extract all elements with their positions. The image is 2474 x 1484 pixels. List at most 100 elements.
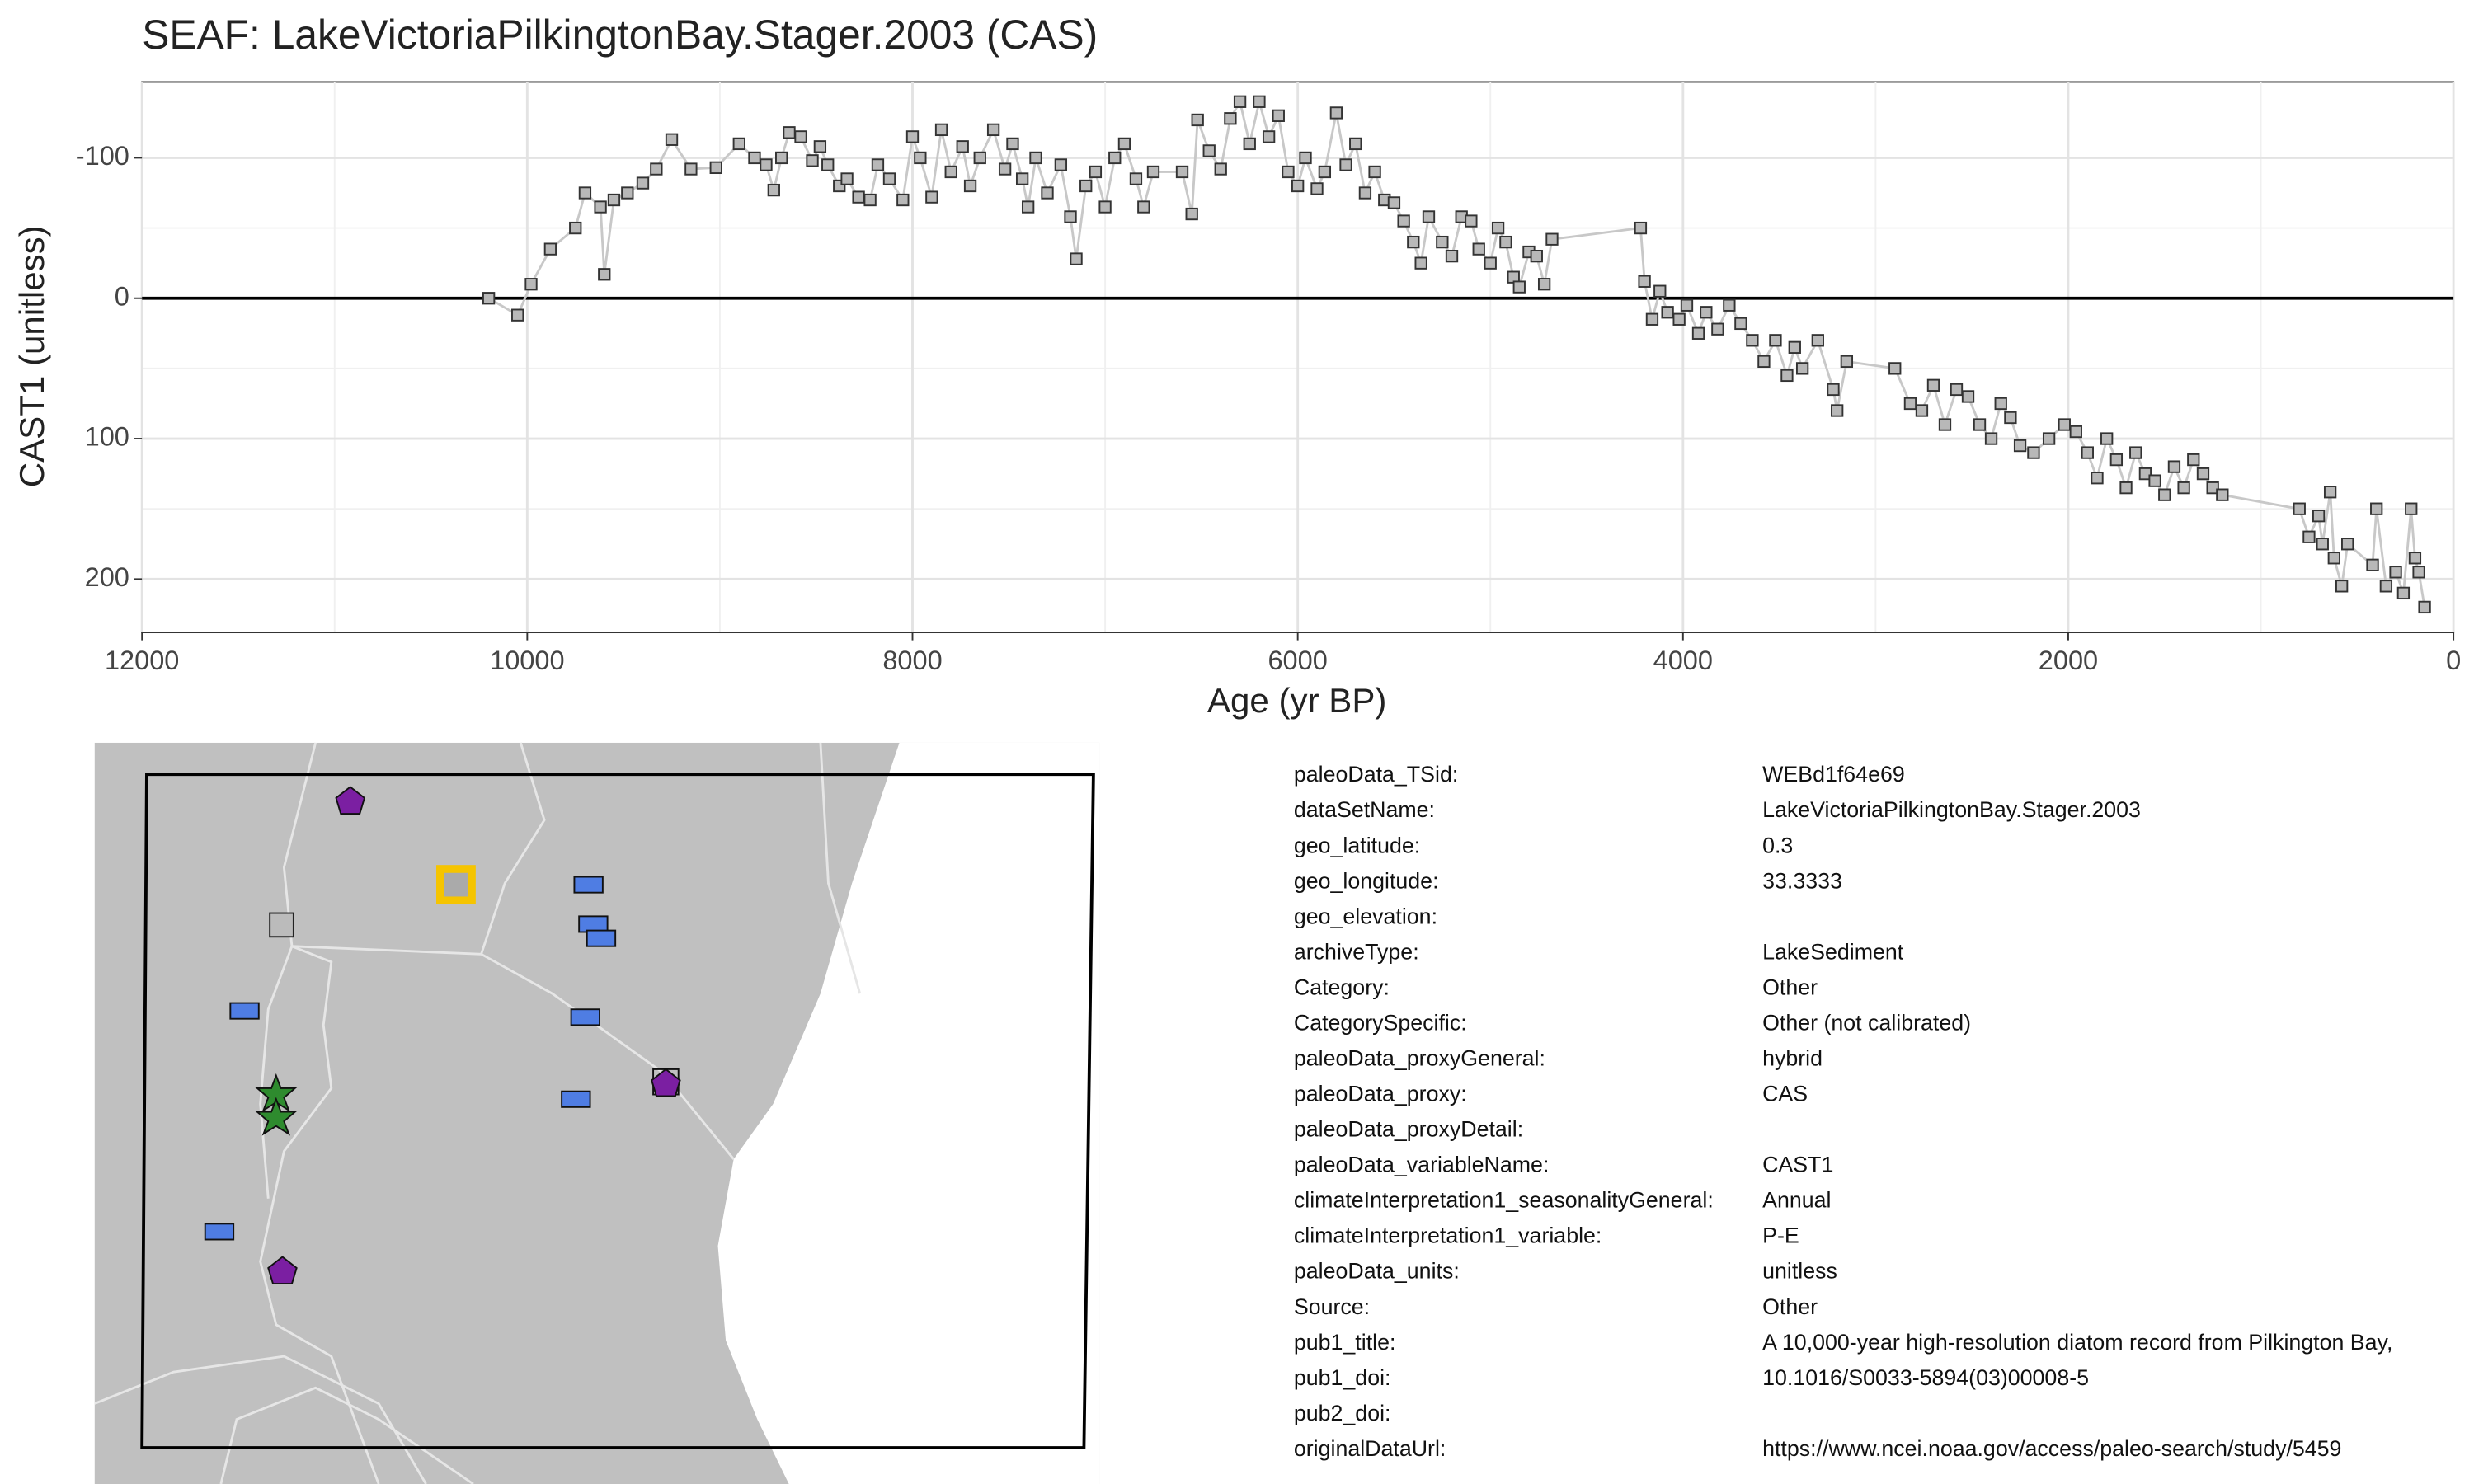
- data-point: [1015, 172, 1029, 186]
- y-tick-label: 100: [85, 422, 129, 452]
- data-point: [821, 158, 835, 171]
- data-point: [1653, 284, 1667, 298]
- data-point: [2302, 530, 2316, 543]
- metadata-table: paleoData_TSid: WEBd1f64e69 dataSetName: La…: [1294, 762, 2393, 1461]
- data-point: [794, 130, 807, 143]
- data-point: [2216, 488, 2229, 501]
- data-point: [783, 126, 796, 139]
- site-marker: [335, 786, 366, 815]
- data-point: [1202, 144, 1216, 157]
- data-point: [871, 158, 885, 171]
- data-point: [543, 242, 557, 256]
- data-point: [1831, 404, 1844, 417]
- data-point: [2327, 552, 2340, 565]
- data-point: [1734, 317, 1747, 331]
- data-point: [2129, 446, 2142, 459]
- data-point: [569, 221, 582, 235]
- data-point: [2206, 481, 2219, 495]
- meta-key: climateInterpretation1_seasonalityGenera…: [1294, 1188, 1714, 1213]
- data-point: [1645, 312, 1659, 326]
- data-point: [748, 151, 761, 165]
- site-marker: [573, 876, 604, 894]
- data-point: [2058, 418, 2071, 431]
- data-point: [1272, 109, 1285, 122]
- data-point: [1185, 207, 1198, 221]
- data-point: [1926, 378, 1940, 392]
- x-tick-label: 6000: [1268, 646, 1327, 675]
- meta-value: Other: [1762, 974, 1818, 999]
- data-point: [665, 133, 679, 146]
- data-point: [905, 130, 920, 143]
- data-point: [1349, 137, 1362, 151]
- site-marker: [204, 1223, 235, 1241]
- data-point: [2042, 432, 2056, 445]
- data-point: [524, 278, 538, 291]
- meta-value: 0.3: [1762, 833, 1793, 857]
- data-point: [956, 140, 969, 153]
- series: [142, 95, 2454, 614]
- data-point: [2379, 580, 2393, 593]
- data-point: [2293, 502, 2306, 515]
- data-point: [482, 292, 496, 305]
- data-point: [1672, 312, 1686, 326]
- data-point: [1282, 165, 1295, 179]
- data-point: [1407, 235, 1420, 249]
- data-point: [1661, 306, 1674, 319]
- meta-key: paleoData_proxyGeneral:: [1294, 1046, 1545, 1071]
- data-point: [1029, 151, 1042, 165]
- meta-value: CAST1: [1762, 1153, 1833, 1177]
- meta-key: dataSetName:: [1294, 797, 1435, 822]
- data-point: [2177, 481, 2190, 495]
- x-tick-label: 2000: [2039, 646, 2098, 675]
- x-tick-label: 12000: [105, 646, 179, 675]
- data-point: [2370, 502, 2383, 515]
- meta-key: geo_elevation:: [1294, 904, 1437, 928]
- y-axis-label: CAST1 (unitless): [12, 225, 51, 487]
- data-point: [1499, 235, 1512, 249]
- data-point: [1436, 235, 1449, 249]
- data-point: [2027, 446, 2040, 459]
- data-point: [2100, 432, 2114, 445]
- data-point: [1414, 256, 1427, 270]
- data-point: [1243, 137, 1256, 151]
- meta-key: Source:: [1294, 1294, 1370, 1319]
- data-point: [2158, 488, 2171, 501]
- meta-value: 10.1016/S0033-5894(03)00008-5: [1762, 1365, 2089, 1390]
- meta-key: archiveType:: [1294, 939, 1419, 964]
- meta-key: pub1_title:: [1294, 1330, 1396, 1355]
- data-point: [1079, 179, 1093, 193]
- data-point: [1472, 242, 1485, 256]
- data-point: [1214, 162, 1227, 176]
- data-point: [2312, 510, 2326, 523]
- data-point: [2138, 467, 2152, 481]
- data-point: [1041, 186, 1054, 200]
- data-point: [1950, 383, 1964, 397]
- site-marker: [586, 929, 617, 947]
- data-point: [1512, 280, 1526, 294]
- meta-key: CategorySpecific:: [1294, 1010, 1467, 1035]
- meta-key: geo_longitude:: [1294, 868, 1439, 893]
- meta-value: WEBd1f64e69: [1762, 762, 1905, 787]
- data-point: [511, 308, 524, 322]
- data-point: [1175, 165, 1189, 179]
- data-point: [2187, 453, 2200, 467]
- data-point: [963, 179, 977, 193]
- data-point: [2196, 467, 2210, 481]
- data-point: [1769, 334, 1782, 347]
- data-point: [1973, 418, 1987, 431]
- data-point: [1484, 256, 1497, 270]
- data-point: [1329, 106, 1343, 120]
- data-point: [621, 186, 634, 200]
- data-point: [1291, 179, 1305, 193]
- data-point: [2167, 460, 2181, 473]
- meta-key: Category:: [1294, 974, 1390, 999]
- data-point: [914, 151, 927, 165]
- y-tick-label: 0: [115, 281, 129, 311]
- data-point: [1903, 397, 1917, 411]
- meta-value: 33.3333: [1762, 868, 1842, 893]
- meta-value: LakeSediment: [1762, 939, 1904, 964]
- data-point: [1788, 340, 1801, 354]
- x-axis-label: Age (yr BP): [1207, 681, 1386, 720]
- site-marker: [651, 1068, 681, 1097]
